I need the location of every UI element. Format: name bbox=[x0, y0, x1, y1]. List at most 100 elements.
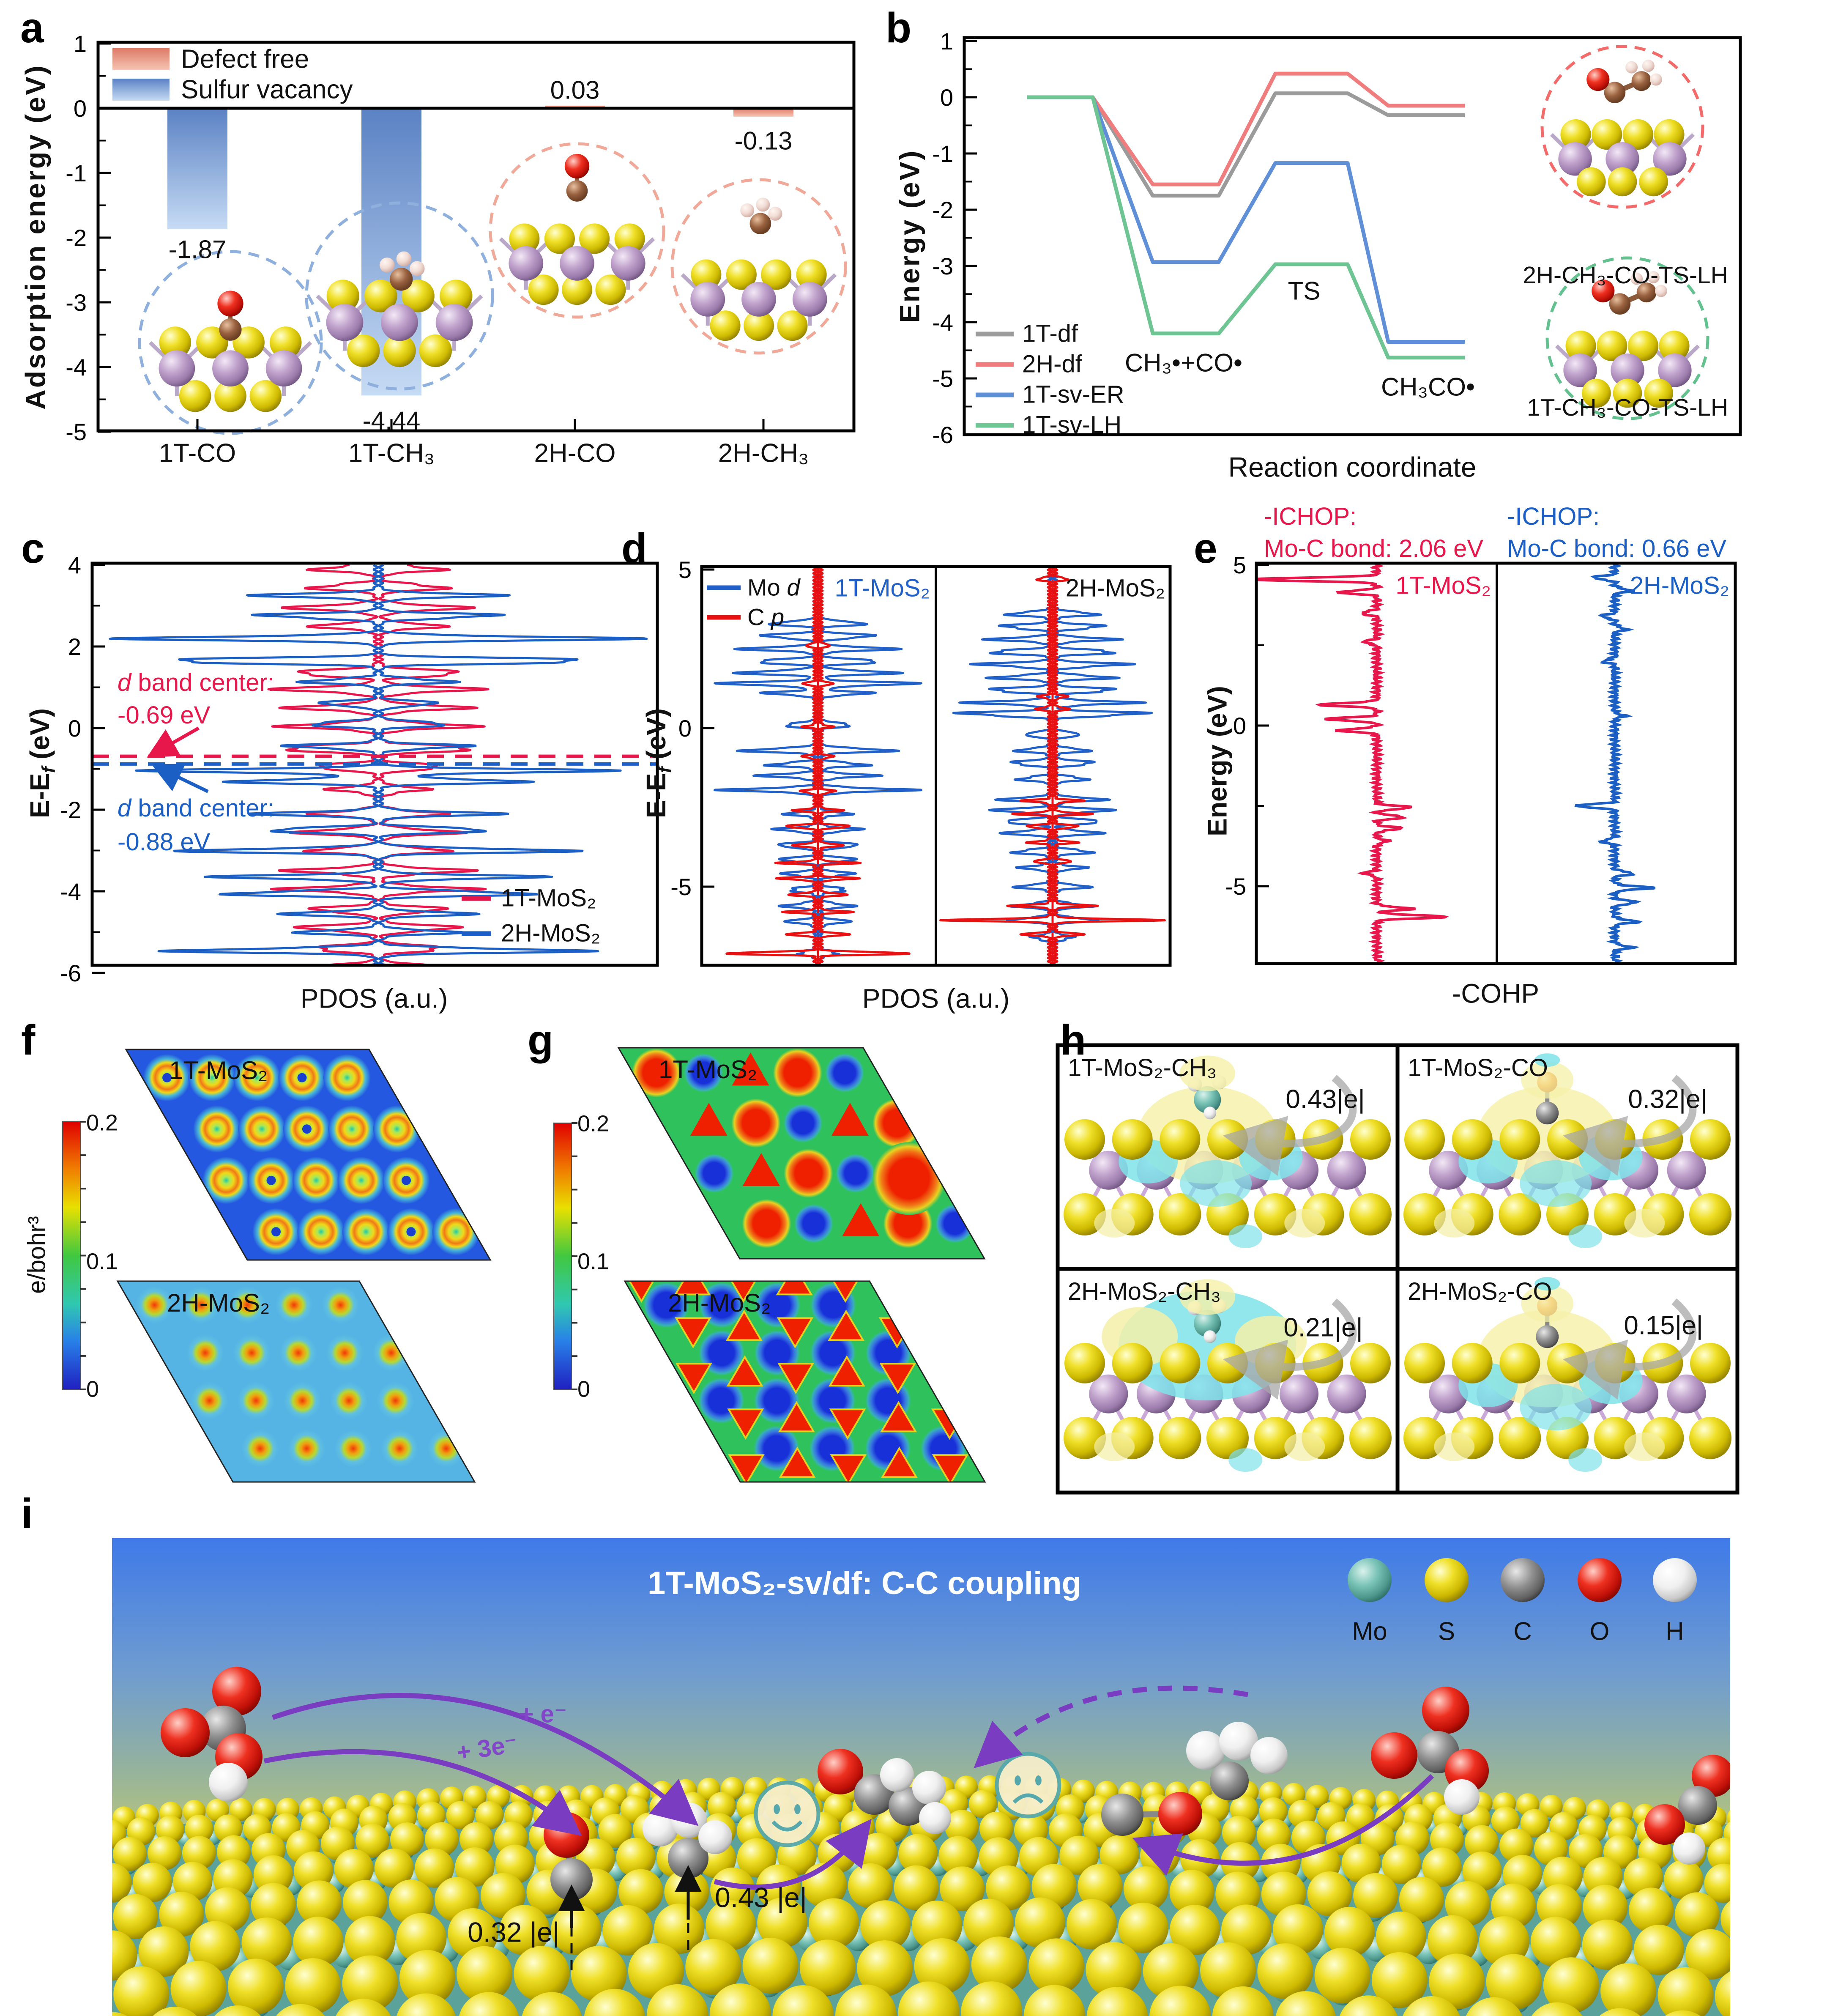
panel-c-dband-blue-rest: band center: bbox=[131, 794, 274, 822]
panel-a-ylabel: Adsorption energy (eV) bbox=[19, 64, 51, 410]
panel-i-charge-ch3-label: 0.43 |e| bbox=[715, 1882, 807, 1913]
energy-profile-1T-sv-LH bbox=[1027, 95, 1465, 360]
panel-g-cbar-tick-01: 0.1 bbox=[577, 1249, 610, 1274]
panel-a-legend-sulfur-vacancy: Sulfur vacancy bbox=[181, 75, 353, 104]
panel-f-cbar-tick-0: 0 bbox=[86, 1376, 99, 1402]
svg-text:-3: -3 bbox=[66, 289, 87, 316]
panel-c: 4 2 0 -2 -4 -6 bbox=[60, 552, 659, 986]
molecule-inset bbox=[670, 178, 847, 355]
molecule-inset bbox=[305, 201, 494, 391]
heatmap bbox=[625, 1281, 985, 1482]
panel-f-map1-label: 1T-MoS₂ bbox=[169, 1056, 268, 1085]
panel-h-title-3: 2H-MoS₂-CH₃ bbox=[1068, 1278, 1221, 1305]
svg-text:-3: -3 bbox=[932, 253, 953, 279]
panel-b-state-ts: TS bbox=[1288, 277, 1321, 305]
panel-i-electron1-label: + e⁻ bbox=[519, 1700, 567, 1728]
svg-text:0: 0 bbox=[940, 84, 953, 111]
svg-text:0: 0 bbox=[678, 715, 692, 742]
h-scene-1T-MoS₂-CH₃ bbox=[1064, 1055, 1392, 1249]
panel-a-value-3: 0.03 bbox=[550, 76, 600, 104]
panel-b: 1 0 -1 -2 -3 -4 -5 -6 bbox=[932, 28, 1742, 448]
panel-c-legend-2h: 2H-MoS₂ bbox=[501, 919, 601, 947]
panel-c-ylabel: E-Ef (eV) bbox=[24, 708, 59, 818]
panel-e-header-blue-1: -ICHOP: bbox=[1507, 503, 1600, 530]
panel-h-title-4: 2H-MoS₂-CO bbox=[1408, 1278, 1552, 1305]
panel-c-ylabel-post: (eV) bbox=[24, 708, 55, 767]
panel-a-value-2: -4.44 bbox=[362, 406, 421, 435]
panel-c-dband-blue-value: -0.88 eV bbox=[118, 828, 211, 856]
molecule-inset-b bbox=[1545, 256, 1709, 420]
panel-h-value-1: 0.43|e| bbox=[1286, 1085, 1365, 1114]
svg-text:0: 0 bbox=[74, 95, 87, 122]
svg-text:5: 5 bbox=[1233, 552, 1246, 578]
molecule-inset bbox=[138, 250, 323, 435]
panel-d-ylabel-pre: E-E bbox=[640, 773, 671, 818]
panel-e-header-red-2: Mo-C bond: 2.06 eV bbox=[1264, 535, 1484, 562]
panel-e: 5 0 -5 bbox=[1225, 552, 1737, 965]
panel-b-letter: b bbox=[886, 4, 912, 52]
energy-profile-1T-df bbox=[1027, 91, 1465, 198]
panel-c-dband-blue-line1: d band center: bbox=[118, 794, 274, 822]
molecule-inset-b bbox=[1540, 45, 1704, 209]
panel-c-ylabel-pre: E-E bbox=[24, 773, 55, 818]
panel-g-cbar-tick-0: 0 bbox=[577, 1376, 591, 1402]
panel-d-sub-2h: 2H-MoS₂ bbox=[1065, 574, 1165, 602]
panel-i-legend-h: H bbox=[1666, 1617, 1684, 1646]
cohp-curve-2H-MoS₂ bbox=[1574, 563, 1656, 963]
panel-h-value-2: 0.32|e| bbox=[1628, 1085, 1707, 1114]
panel-d-legend-cp-pre: C bbox=[747, 603, 771, 630]
panel-c-legend-1t: 1T-MoS₂ bbox=[501, 884, 596, 912]
h-scene-2H-MoS₂-CH₃ bbox=[1064, 1279, 1392, 1472]
svg-text:-1: -1 bbox=[66, 160, 87, 186]
panel-d-ylabel-post: (eV) bbox=[640, 708, 671, 767]
panel-a-cat-3: 2H-CO bbox=[534, 438, 616, 468]
svg-text:1: 1 bbox=[74, 30, 87, 57]
bar-2H-CH₃ bbox=[733, 108, 793, 117]
svg-text:0: 0 bbox=[1233, 712, 1246, 739]
svg-text:-5: -5 bbox=[66, 419, 87, 445]
panel-b-inset-label-1t: 1T-CH₃-CO-TS-LH bbox=[1526, 394, 1729, 422]
panel-c-dband-red-rest: band center: bbox=[131, 669, 274, 696]
panel-c-letter: c bbox=[21, 525, 45, 572]
bar-1T-CO bbox=[167, 108, 227, 230]
panel-e-ylabel: Energy (eV) bbox=[1202, 686, 1233, 836]
panel-f-cbar-tick-01: 0.1 bbox=[86, 1249, 118, 1274]
panel-d-sub-1t: 1T-MoS₂ bbox=[834, 574, 930, 602]
svg-text:4: 4 bbox=[68, 552, 81, 578]
panel-b-ylabel: Energy (eV) bbox=[894, 149, 925, 323]
panel-f-colorbar-unit: e/bohr³ bbox=[23, 1216, 51, 1294]
svg-text:-4: -4 bbox=[932, 309, 953, 336]
colorbar bbox=[62, 1121, 86, 1390]
panel-h bbox=[1056, 1043, 1740, 1495]
panel-e-sub-2h: 2H-MoS₂ bbox=[1630, 572, 1729, 600]
panel-e-xlabel: -COHP bbox=[1452, 978, 1540, 1009]
panel-d-legend-mo-it: d bbox=[787, 574, 800, 601]
panel-c-dband-red-value: -0.69 eV bbox=[118, 701, 211, 729]
energy-profile-1T-sv-ER bbox=[1027, 95, 1465, 344]
h-scene-1T-MoS₂-CO bbox=[1403, 1053, 1731, 1249]
panel-d-xlabel: PDOS (a.u.) bbox=[862, 983, 1010, 1014]
svg-text:-4: -4 bbox=[60, 878, 81, 905]
svg-text:-5: -5 bbox=[670, 874, 692, 900]
panel-g-letter: g bbox=[528, 1016, 554, 1064]
panel-e-header-red-1: -ICHOP: bbox=[1264, 503, 1357, 530]
panel-d-letter: d bbox=[621, 525, 648, 572]
panel-f-cbar-tick-02: 0.2 bbox=[86, 1110, 118, 1136]
svg-text:-6: -6 bbox=[932, 422, 953, 448]
svg-text:-6: -6 bbox=[60, 960, 81, 986]
svg-text:-5: -5 bbox=[1225, 873, 1246, 900]
panel-h-value-4: 0.15|e| bbox=[1624, 1311, 1703, 1340]
panel-i-legend-s: S bbox=[1438, 1617, 1455, 1646]
panel-a-legend-defect-free: Defect free bbox=[181, 44, 309, 74]
colorbar bbox=[553, 1122, 577, 1390]
panel-a-cat-1: 1T-CO bbox=[159, 438, 236, 468]
svg-text:-5: -5 bbox=[932, 365, 953, 392]
panel-i-letter: i bbox=[21, 1490, 33, 1537]
cohp-curve-1T-MoS₂ bbox=[1256, 563, 1449, 963]
panel-a-cat-4: 2H-CH₃ bbox=[718, 438, 809, 468]
svg-text:5: 5 bbox=[678, 556, 692, 583]
panel-b-legend-1t-df: 1T-df bbox=[1022, 320, 1078, 348]
panel-c-dband-blue-d: d bbox=[118, 794, 131, 822]
panel-e-letter: e bbox=[1194, 525, 1217, 572]
